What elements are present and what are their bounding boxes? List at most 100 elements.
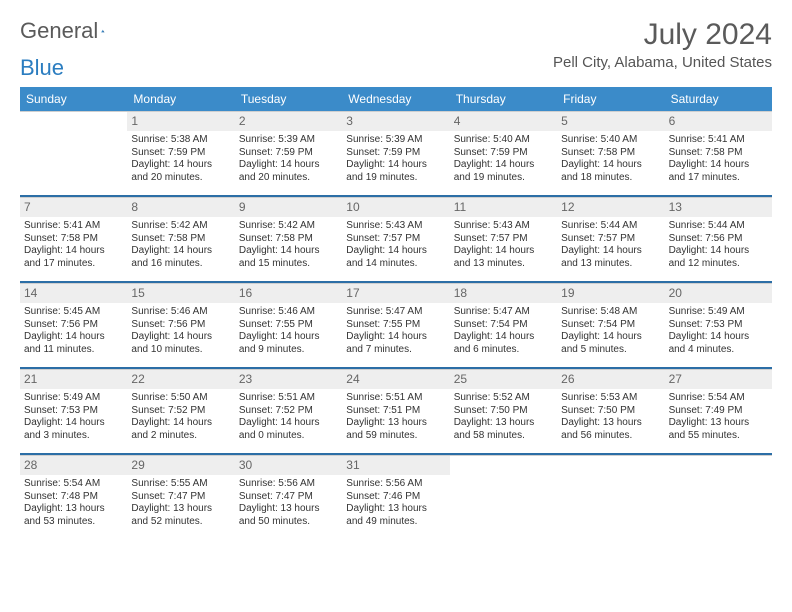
day-number: 23 — [235, 370, 342, 389]
calendar-cell: 10Sunrise: 5:43 AMSunset: 7:57 PMDayligh… — [342, 197, 449, 281]
calendar-cell: 9Sunrise: 5:42 AMSunset: 7:58 PMDaylight… — [235, 197, 342, 281]
sunrise-text: Sunrise: 5:43 AM — [454, 220, 553, 233]
weekday-label: Sunday — [20, 87, 127, 111]
sunset-text: Sunset: 7:59 PM — [346, 147, 445, 160]
day1-text: Daylight: 14 hours — [346, 159, 445, 172]
sunrise-text: Sunrise: 5:42 AM — [131, 220, 230, 233]
sunrise-text: Sunrise: 5:55 AM — [131, 478, 230, 491]
calendar-cell: 19Sunrise: 5:48 AMSunset: 7:54 PMDayligh… — [557, 283, 664, 367]
calendar-cell: 27Sunrise: 5:54 AMSunset: 7:49 PMDayligh… — [665, 369, 772, 453]
day1-text: Daylight: 14 hours — [346, 331, 445, 344]
sunset-text: Sunset: 7:50 PM — [561, 405, 660, 418]
day2-text: and 3 minutes. — [24, 430, 123, 443]
day1-text: Daylight: 13 hours — [24, 503, 123, 516]
sunset-text: Sunset: 7:51 PM — [346, 405, 445, 418]
sunset-text: Sunset: 7:58 PM — [239, 233, 338, 246]
sunset-text: Sunset: 7:49 PM — [669, 405, 768, 418]
day2-text: and 56 minutes. — [561, 430, 660, 443]
day1-text: Daylight: 14 hours — [131, 331, 230, 344]
sunrise-text: Sunrise: 5:41 AM — [24, 220, 123, 233]
calendar-cell: 8Sunrise: 5:42 AMSunset: 7:58 PMDaylight… — [127, 197, 234, 281]
day-number: 2 — [235, 112, 342, 131]
day2-text: and 16 minutes. — [131, 258, 230, 271]
day2-text: and 7 minutes. — [346, 344, 445, 357]
sunset-text: Sunset: 7:59 PM — [131, 147, 230, 160]
day-number: 1 — [127, 112, 234, 131]
sunrise-text: Sunrise: 5:47 AM — [346, 306, 445, 319]
day-number: 24 — [342, 370, 449, 389]
sunrise-text: Sunrise: 5:44 AM — [561, 220, 660, 233]
sunset-text: Sunset: 7:59 PM — [454, 147, 553, 160]
day1-text: Daylight: 13 hours — [454, 417, 553, 430]
calendar-cell — [20, 111, 127, 195]
day1-text: Daylight: 14 hours — [24, 245, 123, 258]
day2-text: and 4 minutes. — [669, 344, 768, 357]
sunset-text: Sunset: 7:48 PM — [24, 491, 123, 504]
day1-text: Daylight: 13 hours — [131, 503, 230, 516]
sunrise-text: Sunrise: 5:54 AM — [669, 392, 768, 405]
sunset-text: Sunset: 7:46 PM — [346, 491, 445, 504]
calendar-cell: 18Sunrise: 5:47 AMSunset: 7:54 PMDayligh… — [450, 283, 557, 367]
calendar-cell: 17Sunrise: 5:47 AMSunset: 7:55 PMDayligh… — [342, 283, 449, 367]
calendar-grid: 1Sunrise: 5:38 AMSunset: 7:59 PMDaylight… — [20, 111, 772, 539]
sunrise-text: Sunrise: 5:46 AM — [239, 306, 338, 319]
day2-text: and 2 minutes. — [131, 430, 230, 443]
sunrise-text: Sunrise: 5:44 AM — [669, 220, 768, 233]
day2-text: and 19 minutes. — [454, 172, 553, 185]
calendar-cell: 24Sunrise: 5:51 AMSunset: 7:51 PMDayligh… — [342, 369, 449, 453]
day2-text: and 9 minutes. — [239, 344, 338, 357]
day2-text: and 49 minutes. — [346, 516, 445, 529]
sunset-text: Sunset: 7:56 PM — [669, 233, 768, 246]
sunrise-text: Sunrise: 5:39 AM — [239, 134, 338, 147]
sunset-text: Sunset: 7:56 PM — [131, 319, 230, 332]
calendar-cell — [450, 455, 557, 539]
calendar-cell: 31Sunrise: 5:56 AMSunset: 7:46 PMDayligh… — [342, 455, 449, 539]
day-number: 28 — [20, 456, 127, 475]
weekday-label: Thursday — [450, 87, 557, 111]
calendar-cell: 21Sunrise: 5:49 AMSunset: 7:53 PMDayligh… — [20, 369, 127, 453]
day2-text: and 58 minutes. — [454, 430, 553, 443]
day-number: 11 — [450, 198, 557, 217]
month-title: July 2024 — [553, 18, 772, 52]
weekday-label: Saturday — [665, 87, 772, 111]
sunset-text: Sunset: 7:59 PM — [239, 147, 338, 160]
sunrise-text: Sunrise: 5:42 AM — [239, 220, 338, 233]
day-number: 14 — [20, 284, 127, 303]
day-number: 31 — [342, 456, 449, 475]
day2-text: and 53 minutes. — [24, 516, 123, 529]
calendar-cell: 5Sunrise: 5:40 AMSunset: 7:58 PMDaylight… — [557, 111, 664, 195]
calendar-cell: 22Sunrise: 5:50 AMSunset: 7:52 PMDayligh… — [127, 369, 234, 453]
calendar-cell: 4Sunrise: 5:40 AMSunset: 7:59 PMDaylight… — [450, 111, 557, 195]
logo-sail-icon — [101, 22, 105, 40]
day1-text: Daylight: 14 hours — [346, 245, 445, 258]
day1-text: Daylight: 14 hours — [454, 331, 553, 344]
day1-text: Daylight: 14 hours — [131, 417, 230, 430]
calendar-cell: 16Sunrise: 5:46 AMSunset: 7:55 PMDayligh… — [235, 283, 342, 367]
day-number: 21 — [20, 370, 127, 389]
day1-text: Daylight: 14 hours — [669, 331, 768, 344]
day1-text: Daylight: 14 hours — [669, 245, 768, 258]
calendar-cell: 7Sunrise: 5:41 AMSunset: 7:58 PMDaylight… — [20, 197, 127, 281]
day1-text: Daylight: 13 hours — [239, 503, 338, 516]
calendar-cell: 1Sunrise: 5:38 AMSunset: 7:59 PMDaylight… — [127, 111, 234, 195]
calendar-cell: 20Sunrise: 5:49 AMSunset: 7:53 PMDayligh… — [665, 283, 772, 367]
calendar-cell: 28Sunrise: 5:54 AMSunset: 7:48 PMDayligh… — [20, 455, 127, 539]
sunset-text: Sunset: 7:58 PM — [131, 233, 230, 246]
day2-text: and 6 minutes. — [454, 344, 553, 357]
day-number: 6 — [665, 112, 772, 131]
calendar-cell — [665, 455, 772, 539]
day2-text: and 13 minutes. — [454, 258, 553, 271]
day2-text: and 13 minutes. — [561, 258, 660, 271]
day-number: 13 — [665, 198, 772, 217]
sunset-text: Sunset: 7:55 PM — [239, 319, 338, 332]
weekday-label: Friday — [557, 87, 664, 111]
day1-text: Daylight: 14 hours — [239, 417, 338, 430]
title-block: July 2024 Pell City, Alabama, United Sta… — [553, 18, 772, 71]
calendar-cell: 3Sunrise: 5:39 AMSunset: 7:59 PMDaylight… — [342, 111, 449, 195]
day1-text: Daylight: 14 hours — [669, 159, 768, 172]
day2-text: and 15 minutes. — [239, 258, 338, 271]
day2-text: and 17 minutes. — [669, 172, 768, 185]
day-number: 12 — [557, 198, 664, 217]
day2-text: and 59 minutes. — [346, 430, 445, 443]
day-number: 3 — [342, 112, 449, 131]
